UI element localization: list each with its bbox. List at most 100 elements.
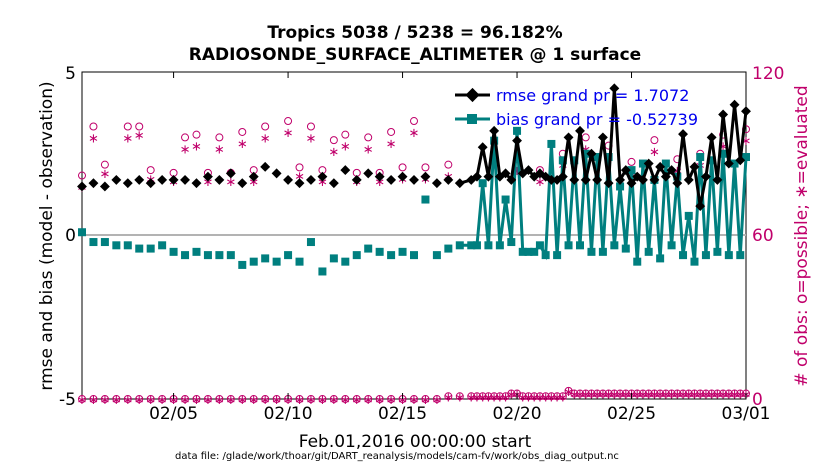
obs-possible-marker [736,389,745,398]
bias-point [524,247,533,256]
rmse-point [712,174,723,185]
obs-evaluated-marker: ∗ [466,390,477,405]
obs-evaluated-marker: ∗ [454,390,465,405]
rmse-point [546,174,557,185]
obs-possible-marker [673,389,682,398]
obs-evaluated-marker: ∗ [494,390,505,405]
bias-point [238,260,247,269]
obs-evaluated-marker: ∗ [99,167,110,182]
rmse-point [180,174,190,185]
bias-point [616,182,625,191]
obs-evaluated-marker: ∗ [638,388,649,403]
rmse-point [729,99,740,110]
obs-possible-marker [261,395,270,403]
obs-possible-marker [249,395,258,403]
rmse-point [363,168,374,179]
obs-possible-marker [684,389,693,398]
rmse-point [672,178,683,189]
rmse-point [420,171,431,182]
rmse-point [718,109,729,120]
rmse-point [111,174,122,185]
rmse-point [666,165,677,176]
obs-possible-marker [306,122,315,131]
rmse-point [689,161,700,172]
y-tick-right-top: 120 [752,64,784,84]
obs-evaluated-marker: ∗ [363,142,374,157]
bias-point [684,211,693,220]
obs-evaluated-marker: ∗ [317,175,328,190]
bias-point [696,153,705,162]
obs-evaluated-marker: ∗ [168,393,179,408]
bias-point [306,238,315,247]
obs-evaluated-marker: ∗ [214,142,225,157]
bias-point [730,159,739,168]
obs-possible-marker [203,395,212,403]
obs-evaluated-marker: ∗ [317,393,328,408]
obs-evaluated-marker: ∗ [723,388,734,403]
obs-evaluated-marker: ∗ [386,393,397,408]
bias-point [352,251,361,260]
bias-point [181,251,190,260]
legend-bias-marker [467,114,477,124]
obs-possible-marker [667,389,676,398]
bias-point [736,251,745,260]
obs-evaluated-marker: ∗ [397,393,408,408]
obs-evaluated-marker: ∗ [512,164,523,179]
bias-point [610,241,619,250]
obs-evaluated-marker: ∗ [563,385,574,400]
obs-possible-marker [701,389,710,398]
rmse-point [145,178,156,189]
obs-evaluated-marker: ∗ [237,393,248,408]
bias-point [444,244,453,253]
obs-possible-marker [215,395,224,403]
rmse-point [523,165,534,176]
obs-evaluated-marker: ∗ [666,388,677,403]
obs-evaluated-marker: ∗ [569,388,580,403]
bias-point [713,247,722,256]
bias-point [318,267,327,276]
obs-evaluated-marker: ∗ [328,145,339,160]
bias-point [576,241,584,250]
obs-possible-marker [89,122,98,131]
bias-point [421,195,430,204]
rmse-point [620,165,631,176]
obs-evaluated-marker: ∗ [540,390,551,405]
obs-evaluated-marker: ∗ [660,388,671,403]
obs-possible-marker [100,395,109,403]
obs-evaluated-marker: ∗ [609,388,620,403]
bias-point [295,257,304,266]
obs-evaluated-marker: ∗ [306,393,317,408]
obs-evaluated-marker: ∗ [489,390,500,405]
obs-evaluated-marker: ∗ [294,170,305,185]
bias-point [633,257,642,266]
obs-evaluated-marker: ∗ [735,388,746,403]
obs-possible-marker [295,395,304,403]
bias-point [192,247,201,256]
obs-possible-marker [295,163,304,172]
obs-possible-marker [467,392,476,401]
obs-evaluated-marker: ∗ [134,129,145,144]
obs-possible-marker [341,130,350,139]
obs-possible-marker [547,392,556,401]
obs-evaluated-marker: ∗ [99,393,110,408]
obs-evaluated-marker: ∗ [420,393,431,408]
obs-evaluated-marker: ∗ [443,390,454,405]
obs-evaluated-marker: ∗ [523,390,534,405]
obs-possible-marker [478,392,487,401]
obs-possible-marker [627,157,636,166]
bias-point [507,238,516,247]
obs-evaluated-marker: ∗ [649,145,660,160]
bias-point [621,244,630,253]
obs-evaluated-marker: ∗ [586,388,597,403]
obs-possible-marker [484,392,493,401]
obs-evaluated-marker: ∗ [718,388,729,403]
bias-point [627,166,636,175]
rmse-point [723,158,734,169]
y-axis-label-left: rmse and bias (model - observation) [37,81,57,390]
bias-point [553,251,562,260]
rmse-point [351,174,362,185]
obs-possible-marker [604,389,613,398]
rmse-point [660,171,671,182]
rmse-point [225,168,236,179]
obs-possible-marker [558,392,567,401]
